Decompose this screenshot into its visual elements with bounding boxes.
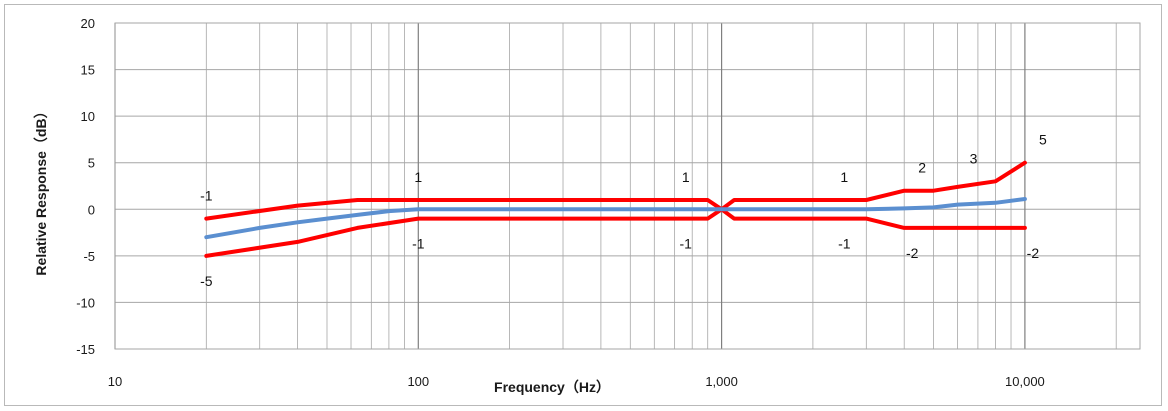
upper-limit-line (204, 160, 1027, 221)
response-line (204, 197, 1027, 240)
y-tick-label: 0 (88, 202, 95, 217)
y-axis-title: Relative Response（dB） (33, 104, 49, 275)
data-label: -2 (906, 245, 919, 261)
y-tick-label: -5 (83, 249, 95, 264)
y-tick-label: 5 (88, 156, 95, 171)
data-label: 5 (1039, 132, 1047, 148)
data-label: 1 (682, 169, 690, 185)
x-axis-title: Frequency（Hz） (494, 379, 610, 395)
x-tick-label: 1,000 (705, 374, 738, 389)
data-label: -1 (412, 236, 425, 252)
data-label: -2 (1027, 245, 1040, 261)
data-label: 2 (918, 160, 926, 176)
y-tick-label: 15 (81, 63, 95, 78)
data-label: 1 (840, 169, 848, 185)
plot-area-border (114, 22, 1141, 350)
y-tick-labels: -15 -10 -5 0 5 10 15 20 (76, 16, 95, 357)
data-label: 1 (414, 169, 422, 185)
data-label: 3 (970, 150, 978, 166)
x-tick-label: 10,000 (1005, 374, 1045, 389)
data-label: -1 (200, 188, 213, 204)
data-label: -1 (679, 236, 692, 252)
data-label: -1 (838, 236, 851, 252)
x-tick-label: 10 (108, 374, 122, 389)
data-labels: -1 -5 1 -1 1 -1 1 -1 2 -2 3 5 -2 (200, 132, 1047, 289)
grid-lines (114, 22, 1141, 350)
lower-limit-line (204, 207, 1027, 258)
y-tick-label: 10 (81, 109, 95, 124)
x-tick-label: 100 (407, 374, 429, 389)
x-tick-labels: 10 100 1,000 10,000 (108, 374, 1045, 389)
series-lines (204, 160, 1027, 258)
y-tick-label: 20 (81, 16, 95, 31)
y-tick-label: -10 (76, 295, 95, 310)
y-tick-label: -15 (76, 342, 95, 357)
data-label: -5 (200, 273, 213, 289)
